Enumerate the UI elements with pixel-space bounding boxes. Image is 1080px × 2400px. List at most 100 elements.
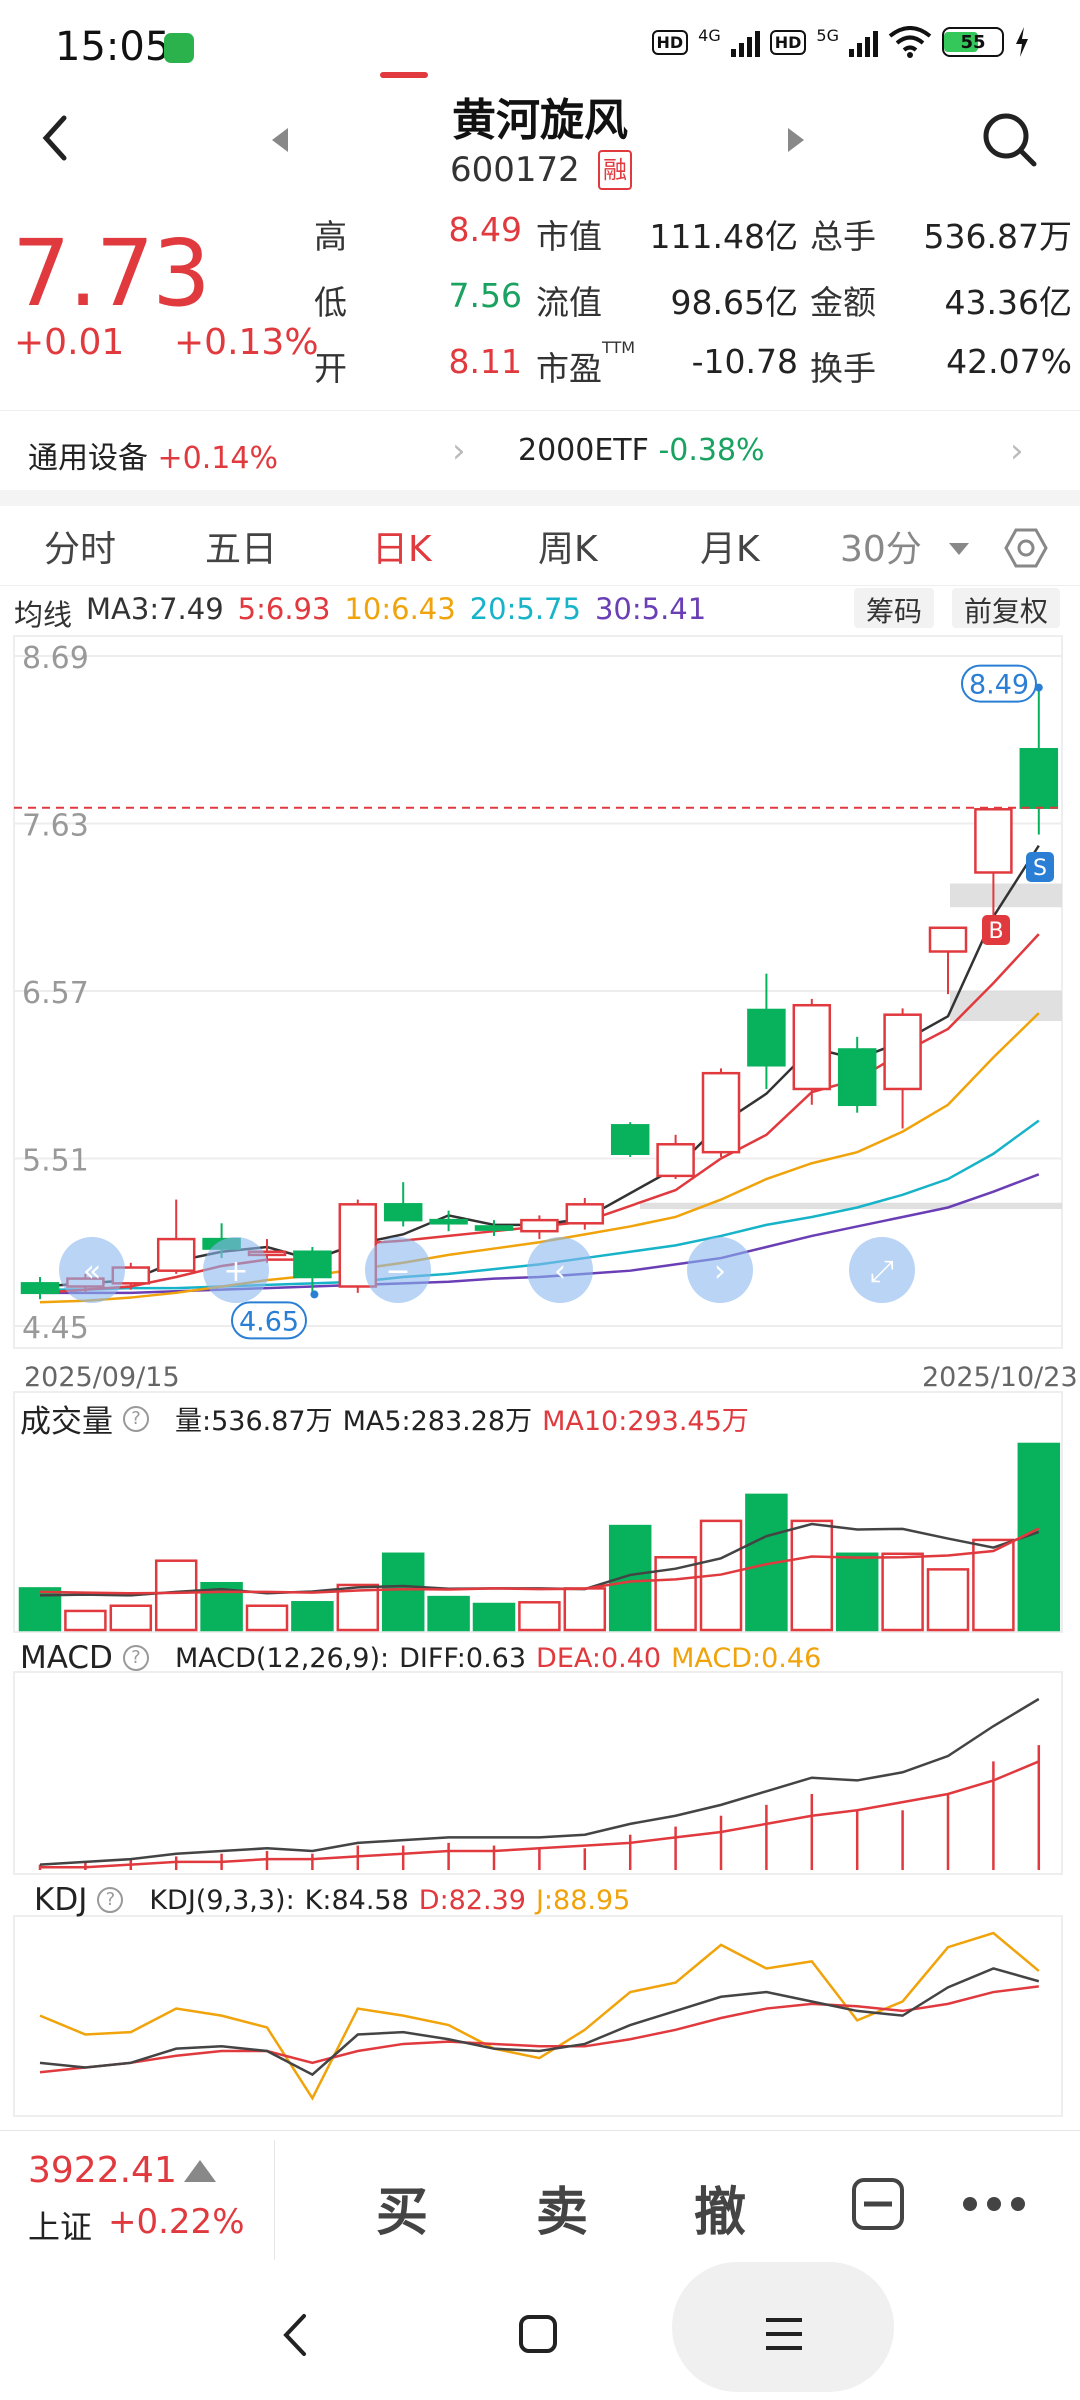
status-icons: HD 4G HD 5G 55 [651,26,1031,58]
candle-body [656,1143,695,1178]
volume-bar [835,1552,879,1632]
quote-label: 高 [314,217,347,256]
candle-body [474,1225,514,1231]
ma10-line [39,1012,1040,1304]
chart-control-glyph: › [714,1254,726,1289]
candle [747,973,786,1089]
candle [474,1220,514,1236]
low-marker-label: 4.65 [239,1306,299,1337]
nav-highlight [672,2262,894,2392]
quote-value: 536.87万 [923,217,1072,256]
chart-settings-icon[interactable] [1004,526,1048,570]
ma30-value: 30:5.41 [594,592,707,626]
volume-bar [427,1595,470,1632]
candle [928,926,968,995]
next-stock-button[interactable] [784,126,808,154]
tab-intraday[interactable]: 分时 [44,529,117,570]
kdj-d: D:82.39 [418,1884,526,1916]
volume-bar [154,1559,198,1632]
chip-band [950,991,1062,1022]
stock-code: 600172 [450,150,580,190]
kdj-title: KDJ [34,1882,88,1918]
nav-home-icon[interactable] [518,2314,558,2354]
ma3-value: MA3:7.49 [86,592,224,626]
index-value[interactable]: 3922.41 [28,2150,177,2191]
help-icon-3[interactable]: ? [97,1887,124,1913]
sell-button[interactable]: 卖 [536,2183,589,2243]
volume-ma10: MA10:293.45万 [542,1406,749,1437]
current-price: 7.73 [12,220,211,327]
back-button[interactable] [34,108,74,168]
chip-distribution-button[interactable]: 筹码 [854,588,935,628]
ma20-value: 20:5.75 [469,592,581,626]
quote-label: 市盈 [536,349,602,388]
nav-back-icon[interactable] [280,2310,310,2360]
tab-weekly-k[interactable]: 周K [538,529,598,570]
nav-menu-icon[interactable] [764,2314,804,2354]
candle-body [20,1282,60,1295]
position-icon-button[interactable] [850,2176,906,2232]
tab-five-day[interactable]: 五日 [205,529,278,570]
ma-label[interactable]: 均线 [14,598,73,632]
candle-body [792,1003,832,1091]
ma10-value: 10:6.43 [344,592,456,626]
macd-value: MACD:0.46 [671,1642,822,1674]
macd-params: MACD(12,26,9): [174,1642,390,1674]
chart-control-button [849,1237,915,1303]
tab-daily-k[interactable]: 日K [372,529,432,570]
macd-title: MACD [20,1640,113,1676]
chip-band [640,1202,1062,1210]
triangle-up-icon [184,2160,216,2182]
macd-panel-frame [13,1671,1063,1875]
chart-control-glyph: ⤢ [870,1254,894,1289]
index-name: 上证 [28,2208,93,2246]
help-icon-2[interactable]: ? [122,1645,149,1671]
dea-line [40,1760,1040,1869]
buy-marker-label: B [988,919,1003,944]
quote-label: 开 [314,349,347,388]
volume-bar [563,1587,607,1632]
buy-button[interactable]: 买 [376,2183,429,2243]
kdj-d-line [39,1985,1039,2074]
help-icon[interactable]: ? [123,1405,149,1432]
cancel-order-button[interactable]: 撤 [694,2183,747,2243]
quote-value: 98.65亿 [670,283,798,322]
diff-line [39,1697,1040,1866]
tab-30min[interactable]: 30分 [840,529,922,570]
macd-diff: DIFF:0.63 [399,1642,527,1674]
margin-trading-badge: 融 [598,150,632,190]
chart-control-button [59,1237,125,1303]
quote-value: 111.48亿 [649,217,798,256]
system-nav-bar [0,2270,1080,2400]
previous-stock-button[interactable] [268,126,292,154]
y-tick-label: 7.63 [22,809,89,844]
low-dot [310,1290,319,1299]
wifi-icon [888,26,932,58]
volume-legend: 成交量 ? 量:536.87万 MA5:283.28万 MA10:293.45万 [20,1396,749,1441]
volume-bar [336,1583,380,1632]
hd-icon: HD [651,29,689,55]
dropdown-caret-icon[interactable] [948,542,970,556]
macd-dea: DEA:0.40 [536,1642,662,1674]
search-button[interactable] [980,110,1040,170]
kdj-k-line [39,1967,1040,2077]
ma5-value: 5:6.93 [237,592,331,626]
etf-link[interactable]: 2000ETF -0.38% [518,433,765,468]
quote-label: 流值 [536,283,602,322]
tab-monthly-k[interactable]: 月K [700,529,760,570]
candle [520,1215,559,1240]
low-marker-pill [231,1301,307,1340]
candle-body [610,1124,650,1156]
candle [1019,687,1059,835]
kdj-panel-frame [13,1915,1063,2117]
candle-body [565,1203,605,1225]
industry-sector-link[interactable]: 通用设备 +0.14% [28,433,278,477]
battery-icon: 55 [942,27,1004,57]
quote-value: -10.78 [691,342,798,381]
volume-bar [245,1604,289,1632]
chart-period-tabs: 分时 五日 日K 周K 月K 30分 [0,506,1080,586]
quote-label: 换手 [810,349,876,388]
volume-bar [972,1538,1015,1632]
price-adjust-button[interactable]: 前复权 [952,588,1061,628]
more-icon[interactable] [962,2194,1026,2214]
